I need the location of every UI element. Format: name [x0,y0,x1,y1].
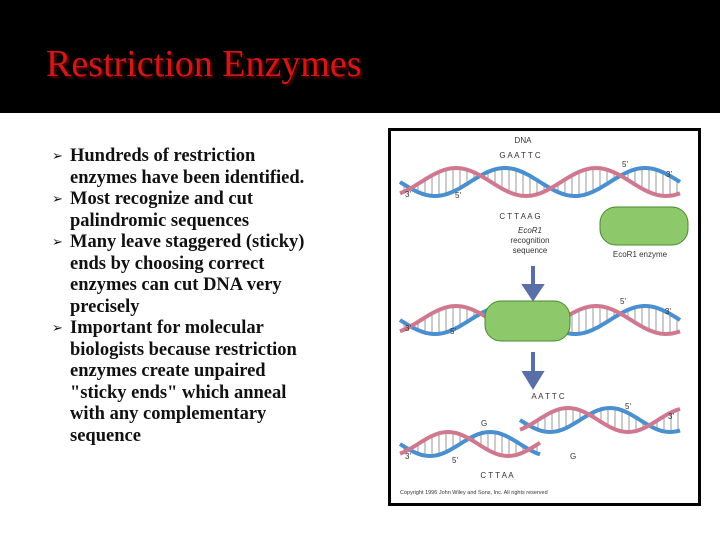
dna-strands [398,165,682,459]
strand [399,429,542,459]
sequence: A A T T C [531,392,564,401]
bullet: ➢ Hundreds of restriction enzymes have bee… [52,146,372,189]
bullet-text: enzymes can cut DNA very [70,275,282,295]
bullet-text: sequence [70,425,141,446]
label: DNA [515,136,533,145]
strand-end: 3' [405,190,411,199]
arrow [521,352,545,390]
enzyme-shape [599,206,689,246]
strand [399,165,681,199]
slide-title: Restriction Enzymes [46,43,362,85]
header-band [0,0,720,113]
strand-end: 3' [668,412,674,421]
strand [398,166,682,198]
strand-end: 5' [450,327,456,336]
strand-end: 5' [452,456,458,465]
strand-end: 5' [620,297,626,306]
label: EcoR1 enzyme [613,250,668,259]
bullet-text: palindromic sequences [70,210,250,231]
label: sequence [513,246,548,255]
bullet: ➢ Most recognize and cut palindromic seque… [52,189,372,232]
strand-end: 5' [625,402,631,411]
base: G [570,452,576,461]
bullet-marker: ➢ [52,321,63,336]
strand [519,405,681,435]
strand-end: 5' [622,160,628,169]
bullet-text: Most recognize and cut [70,189,254,209]
bullet-text: Hundreds of restriction [70,146,256,166]
bullet-text: Many leave staggered (sticky) [70,232,305,252]
bullet-text: with any complementary [70,404,267,424]
sequence: C T T A A G [499,212,540,221]
bullet-marker: ➢ [52,192,63,207]
bullet-text: precisely [70,296,140,317]
strand-end: 3' [405,452,411,461]
copyright: Copyright 1996 John Wiley and Sons, Inc.… [400,490,548,496]
bullet-text: enzymes create unpaired [70,361,266,381]
bullet-text: biologists because restriction [70,339,297,360]
arrow [521,266,545,302]
bullet-text: enzymes have been identified. [70,167,305,188]
strand-end: 5' [455,191,461,200]
strand [518,405,681,435]
bullet-text: ends by choosing correct [70,253,265,274]
label: recognition [510,236,549,245]
enzyme-shape [484,300,571,342]
strand-end: 3' [665,307,671,316]
sequence: G A A T T C [499,151,540,160]
bullet-text: "sticky ends" which anneal [70,382,287,403]
sequence: C T T A A [480,471,514,480]
strand-end: 3' [666,170,672,179]
bullet-marker: ➢ [52,149,63,164]
bullet: ➢ Many leave staggered (sticky) ends by ch… [52,232,372,318]
bullet-marker: ➢ [52,235,63,250]
base: G [481,419,487,428]
strand-end: 3' [405,324,411,333]
bullet-text: Important for molecular [70,318,264,338]
bullet: ➢ Important for molecular biologists becau… [52,318,372,447]
label: EcoR1 [518,226,542,235]
bullet-list: ➢ Hundreds of restriction enzymes have bee… [52,146,372,447]
